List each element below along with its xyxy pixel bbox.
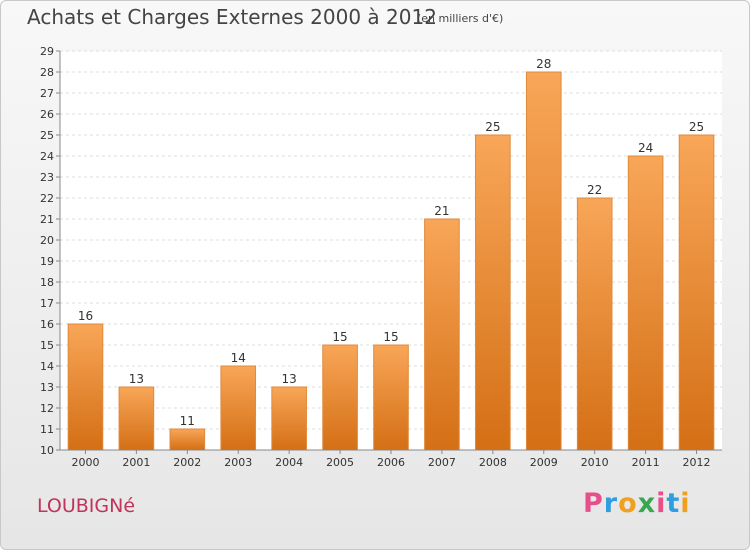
y-tick-label: 12 <box>40 402 54 415</box>
x-tick-label: 2001 <box>122 456 150 469</box>
y-tick-label: 25 <box>40 129 54 142</box>
y-tick-label: 18 <box>40 276 54 289</box>
x-tick-label: 2009 <box>530 456 558 469</box>
x-tick-label: 2004 <box>275 456 303 469</box>
y-tick-label: 24 <box>40 150 54 163</box>
logo-letter: o <box>618 488 638 519</box>
chart-subtitle: (en milliers d'€) <box>417 12 504 25</box>
y-tick-label: 13 <box>40 381 54 394</box>
bar-2007 <box>424 218 460 451</box>
bar-value-label: 16 <box>78 309 93 323</box>
x-tick-label: 2010 <box>581 456 609 469</box>
logo-letter: P <box>583 488 604 519</box>
y-tick-label: 14 <box>40 360 54 373</box>
bar-value-label: 22 <box>587 183 602 197</box>
y-tick-label: 15 <box>40 339 54 352</box>
y-tick-label: 29 <box>40 45 54 58</box>
logo-letter: i <box>656 488 667 519</box>
bar-value-label: 15 <box>383 330 398 344</box>
bar-2005 <box>322 344 358 451</box>
y-tick-label: 23 <box>40 171 54 184</box>
logo-letter: r <box>603 488 619 519</box>
y-tick-label: 21 <box>40 213 54 226</box>
commune-name: LOUBIGNé <box>37 495 136 517</box>
bar-2008 <box>475 134 511 451</box>
logo-letter: x <box>637 488 657 519</box>
bar-value-label: 11 <box>180 414 195 428</box>
bar-value-label: 15 <box>332 330 347 344</box>
y-tick-label: 17 <box>40 297 54 310</box>
y-tick-label: 27 <box>40 87 54 100</box>
y-tick-label: 28 <box>40 66 54 79</box>
x-tick-label: 2008 <box>479 456 507 469</box>
x-tick-label: 2011 <box>632 456 660 469</box>
x-tick-label: 2007 <box>428 456 456 469</box>
bar-2009 <box>525 71 562 451</box>
y-tick-label: 19 <box>40 255 54 268</box>
bar-value-label: 25 <box>689 120 704 134</box>
x-tick-label: 2000 <box>71 456 99 469</box>
bar-2011 <box>627 155 664 451</box>
x-tick-label: 2002 <box>173 456 201 469</box>
logo-letter: i <box>680 488 691 519</box>
bar-value-label: 13 <box>282 372 297 386</box>
bar-2001 <box>118 386 155 451</box>
y-tick-label: 22 <box>40 192 54 205</box>
bar-2002 <box>169 428 206 451</box>
y-tick-label: 26 <box>40 108 54 121</box>
y-tick-label: 11 <box>40 423 54 436</box>
x-tick-label: 2006 <box>377 456 405 469</box>
y-tick-label: 16 <box>40 318 54 331</box>
bar-value-label: 13 <box>129 372 144 386</box>
x-tick-label: 2003 <box>224 456 252 469</box>
bar-value-label: 14 <box>231 351 246 365</box>
bar-value-label: 28 <box>536 57 551 71</box>
logo-letter: t <box>666 488 681 519</box>
bar-value-label: 21 <box>434 204 449 218</box>
bar-value-label: 25 <box>485 120 500 134</box>
bar-2006 <box>373 344 409 451</box>
bar-value-label: 24 <box>638 141 653 155</box>
chart-title: Achats et Charges Externes 2000 à 2012 <box>27 5 437 29</box>
bar-2004 <box>271 386 307 451</box>
bar-2010 <box>576 197 613 451</box>
bar-2012 <box>678 134 715 451</box>
x-tick-label: 2012 <box>683 456 711 469</box>
x-tick-label: 2005 <box>326 456 354 469</box>
bar-2000 <box>67 323 104 451</box>
y-tick-label: 10 <box>40 444 54 457</box>
y-tick-label: 20 <box>40 234 54 247</box>
bar-2003 <box>220 365 257 451</box>
proxiti-logo: Proxiti <box>583 488 691 519</box>
